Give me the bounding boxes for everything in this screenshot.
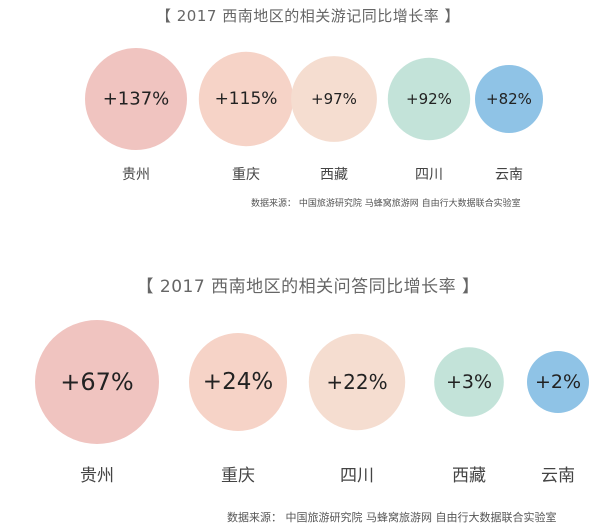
bubble-2-3 bbox=[308, 333, 406, 431]
bubble-1-1 bbox=[85, 48, 187, 150]
bubble-value-label: +3% bbox=[446, 371, 492, 393]
category-label: 西藏 bbox=[320, 167, 348, 183]
bubble-2-5 bbox=[527, 351, 589, 413]
category-label: 四川 bbox=[340, 466, 374, 486]
bubble-value-label: +82% bbox=[486, 90, 532, 108]
category-label: 贵州 bbox=[80, 466, 114, 486]
bubble-2-4 bbox=[434, 347, 504, 417]
bubble-value-label: +67% bbox=[60, 368, 133, 396]
category-label: 重庆 bbox=[221, 466, 255, 486]
data-source-note-qa: 数据来源： 中国旅游研究院 马蜂窝旅游网 自由行大数据联合实验室 bbox=[227, 511, 557, 524]
bubble-value-label: +97% bbox=[311, 90, 357, 108]
bubble-1-2 bbox=[198, 51, 294, 147]
bubble-value-label: +22% bbox=[326, 370, 387, 394]
bubble-value-label: +115% bbox=[215, 89, 278, 109]
bubble-value-label: +2% bbox=[535, 371, 581, 393]
category-label: 贵州 bbox=[122, 167, 150, 183]
category-label: 四川 bbox=[415, 167, 443, 183]
chart-title-qa: 【 2017 西南地区的相关问答同比增长率 】 bbox=[136, 277, 480, 297]
category-label: 西藏 bbox=[452, 466, 486, 486]
bubble-1-4 bbox=[387, 57, 471, 141]
bubble-2-1 bbox=[35, 320, 159, 444]
chart-title-travelogue: 【 2017 西南地区的相关游记同比增长率 】 bbox=[156, 7, 460, 25]
category-label: 重庆 bbox=[232, 167, 260, 183]
bubble-value-label: +24% bbox=[203, 369, 273, 395]
category-label: 云南 bbox=[495, 167, 523, 183]
bubble-1-5 bbox=[475, 65, 543, 133]
bubble-value-label: +92% bbox=[406, 90, 452, 108]
data-source-note-travelogue: 数据来源： 中国旅游研究院 马蜂窝旅游网 自由行大数据联合实验室 bbox=[251, 199, 521, 209]
bubble-1-3 bbox=[291, 56, 377, 142]
bubble-value-label: +137% bbox=[103, 89, 170, 110]
bubble-2-2 bbox=[189, 333, 287, 431]
category-label: 云南 bbox=[541, 466, 575, 486]
